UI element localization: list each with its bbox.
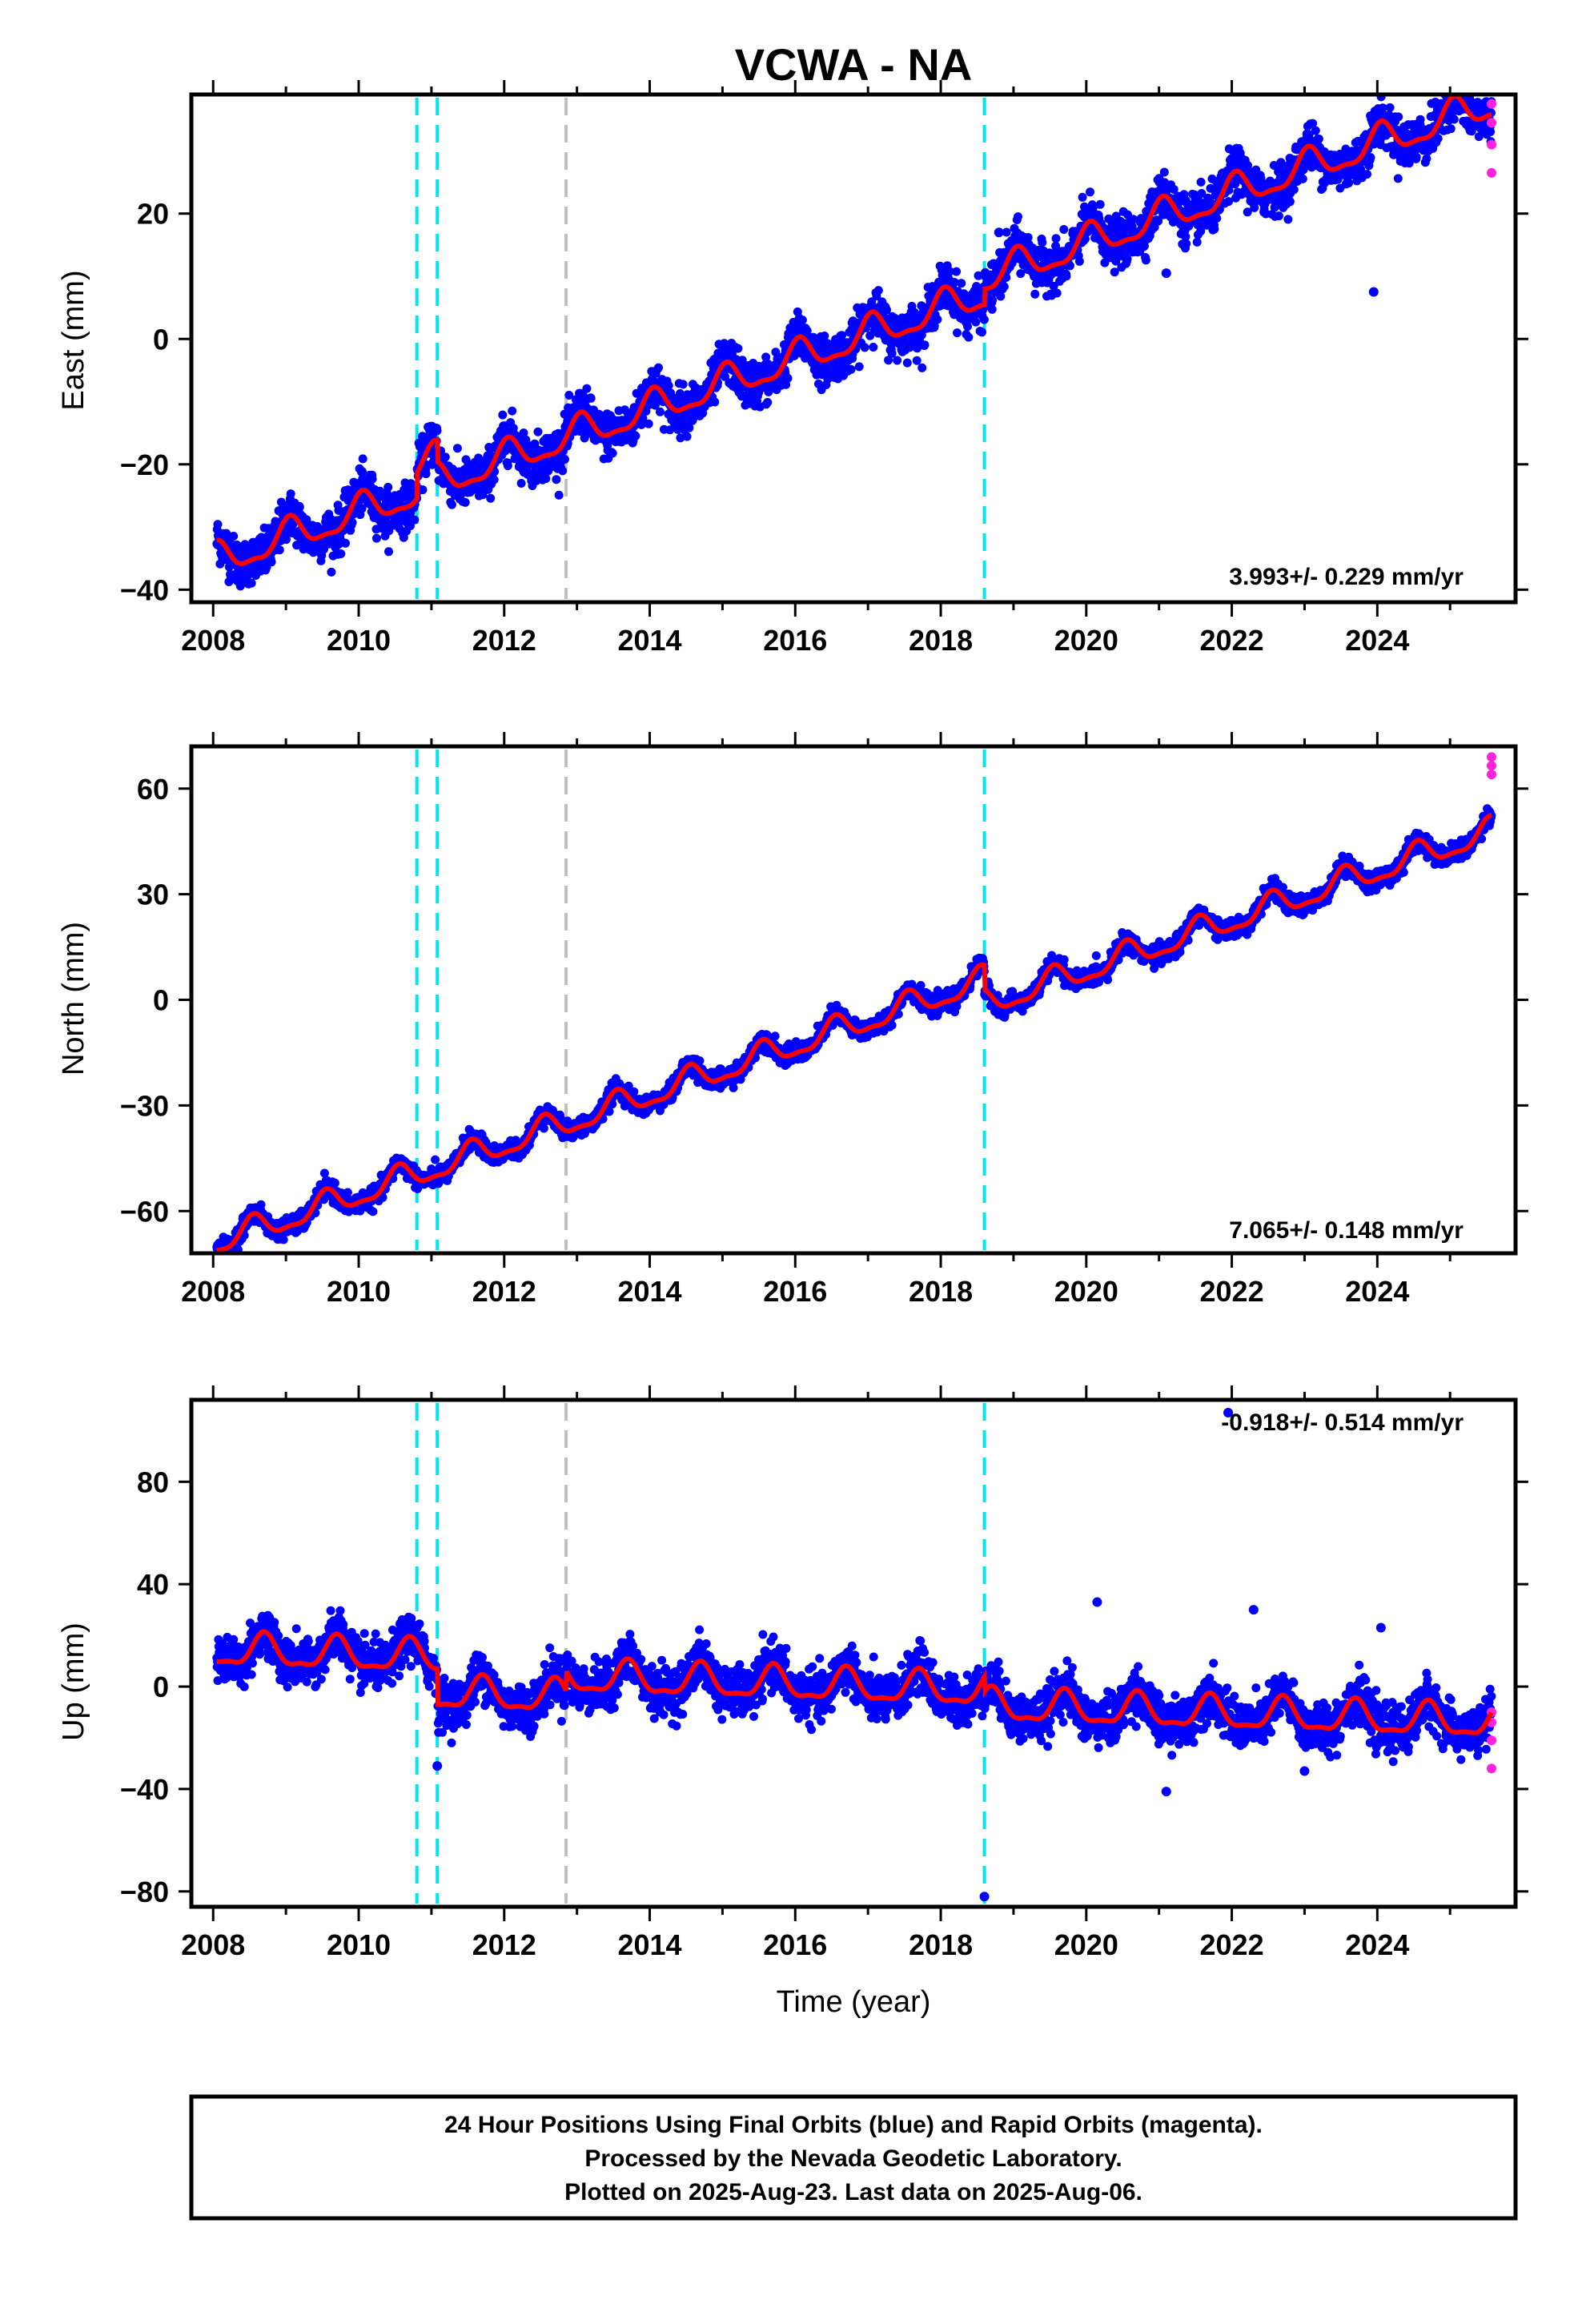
up-model-line [216, 1629, 1494, 1735]
up-rate-label: -0.918+/- 0.514 mm/yr [1221, 1409, 1464, 1436]
north-ytick-label: 30 [137, 879, 169, 911]
east-rapid-orbit-point-0 [1487, 99, 1497, 109]
east-ylabel: East (mm) [57, 270, 90, 410]
east-outlier-point-1 [994, 227, 1004, 238]
east-rapid-orbit-point-3 [1487, 167, 1497, 178]
up-outlier-point-5 [1375, 1622, 1386, 1633]
north-rate-label: 7.065+/- 0.148 mm/yr [1229, 1217, 1464, 1244]
up-rapid-orbit-point-3 [1487, 1763, 1497, 1774]
up-ytick-label: 40 [137, 1568, 169, 1601]
up-xtick-label: 2016 [763, 1928, 827, 1961]
footer-line-3: Plotted on 2025-Aug-23. Last data on 202… [564, 2179, 1142, 2205]
up-ylabel: Up (mm) [57, 1622, 90, 1741]
footer-line-2: Processed by the Nevada Geodetic Laborat… [584, 2145, 1122, 2172]
north-xtick-label: 2012 [472, 1275, 536, 1308]
east-model-line [216, 94, 1492, 566]
east-xtick-label: 2022 [1200, 624, 1264, 657]
east-plot-frame [189, 92, 1518, 605]
up-xtick-label: 2022 [1200, 1928, 1264, 1961]
up-outlier-point-0 [1092, 1597, 1102, 1607]
east-outlier-point-2 [1161, 268, 1171, 279]
up-xtick-label: 2008 [181, 1928, 245, 1961]
up-xtick-label: 2014 [617, 1928, 681, 1961]
up-plot-frame [189, 1397, 1518, 1909]
east-xtick-label: 2012 [472, 624, 536, 657]
up-xtick-label: 2010 [327, 1928, 391, 1961]
north-xtick-label: 2010 [327, 1275, 391, 1308]
east-ytick-label: 20 [137, 198, 169, 231]
figure-title: VCWA - NA [735, 39, 973, 90]
north-ytick-label: 60 [137, 773, 169, 806]
north-ytick-label: 0 [153, 984, 169, 1017]
up-outlier-point-2 [1223, 1407, 1234, 1417]
east-xtick-label: 2014 [617, 624, 681, 657]
east-outlier-point-0 [425, 424, 436, 435]
up-rapid-orbit-point-2 [1487, 1735, 1497, 1746]
north-xtick-label: 2018 [909, 1275, 973, 1308]
east-panel: East (mm) 3.993+/- 0.229 mm/yr 2008 2010 2… [57, 80, 1528, 657]
east-ytick-label: −40 [120, 573, 169, 606]
footer-box: 24 Hour Positions Using Final Orbits (bl… [189, 2094, 1518, 2221]
up-xtick-label: 2024 [1345, 1928, 1409, 1961]
north-xtick-label: 2022 [1200, 1275, 1264, 1308]
up-outlier-point-6 [979, 1892, 990, 1902]
north-panel: North (mm) 7.065+/- 0.148 mm/yr 2008 2010… [57, 732, 1528, 1308]
east-outlier-point-3 [1368, 287, 1379, 297]
north-ylabel: North (mm) [57, 922, 90, 1076]
east-ytick-label: 0 [153, 323, 169, 356]
east-xtick-label: 2008 [181, 624, 245, 657]
east-ytick-label: −20 [120, 448, 169, 481]
up-xtick-label: 2020 [1054, 1928, 1118, 1961]
east-xtick-label: 2020 [1054, 624, 1118, 657]
up-xtick-label: 2018 [909, 1928, 973, 1961]
up-ytick-label: −40 [120, 1773, 169, 1806]
east-rapid-orbit-point-1 [1487, 118, 1497, 128]
x-axis-label: Time (year) [777, 1985, 931, 2019]
north-rapid-orbit-point-1 [1487, 761, 1497, 771]
north-rapid-orbit-point-2 [1487, 770, 1497, 780]
footer-line-1: 24 Hour Positions Using Final Orbits (bl… [444, 2112, 1263, 2138]
up-panel: Up (mm) -0.918+/- 0.514 mm/yr 2008 2010 20… [57, 1385, 1528, 1961]
north-xtick-label: 2014 [617, 1275, 681, 1308]
north-model-line [215, 813, 1492, 1253]
north-rapid-orbit-point-0 [1487, 752, 1497, 762]
up-ytick-label: 0 [153, 1671, 169, 1703]
north-xtick-label: 2016 [763, 1275, 827, 1308]
north-ytick-label: −60 [120, 1195, 169, 1228]
north-xtick-label: 2020 [1054, 1275, 1118, 1308]
up-outlier-point-7 [432, 1761, 443, 1771]
east-rate-label: 3.993+/- 0.229 mm/yr [1229, 564, 1464, 590]
north-xtick-label: 2008 [181, 1275, 245, 1308]
east-xtick-label: 2018 [909, 624, 973, 657]
east-xtick-label: 2016 [763, 624, 827, 657]
up-outlier-point-4 [1299, 1766, 1310, 1776]
up-ytick-label: 80 [137, 1466, 169, 1498]
east-rapid-orbit-point-2 [1487, 139, 1497, 150]
up-ytick-label: −80 [120, 1876, 169, 1908]
up-xtick-label: 2012 [472, 1928, 536, 1961]
up-outlier-point-1 [1161, 1787, 1171, 1797]
up-outlier-point-3 [1248, 1605, 1259, 1615]
north-ytick-label: −30 [120, 1089, 169, 1122]
east-xtick-label: 2024 [1345, 624, 1409, 657]
east-xtick-label: 2010 [327, 624, 391, 657]
north-xtick-label: 2024 [1345, 1275, 1409, 1308]
